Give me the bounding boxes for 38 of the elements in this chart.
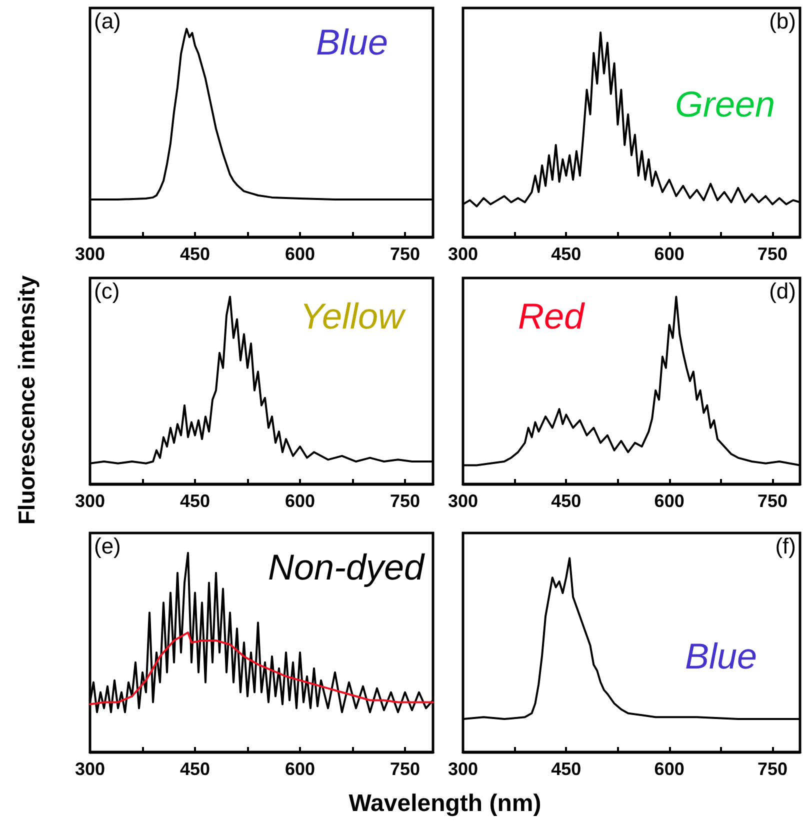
annotation: (a) [94,8,121,34]
x-tick-label: 300 [448,244,478,264]
x-tick-label: 450 [551,491,582,511]
annotation: (e) [94,534,121,558]
x-tick-label: 450 [180,491,210,511]
x-axis-title: Wavelength (nm) [348,790,542,818]
x-tick-label: 600 [654,244,684,264]
x-tick-label: 750 [390,491,420,511]
x-tick-label: 450 [180,759,210,779]
annotation: Blue [684,636,758,676]
x-tick-label: 300 [448,491,478,511]
x-tick-label: 300 [74,491,106,511]
annotation: Non-dyed [268,546,426,588]
x-tick-label: 450 [551,759,582,779]
x-tick-label: 450 [180,244,210,264]
annotation: Red [518,296,585,336]
annotation: (d) [769,278,796,304]
x-tick-label: 600 [654,759,684,779]
annotation: (f) [775,534,796,558]
x-tick-label: 300 [74,759,106,779]
x-tick-label: 450 [551,244,582,264]
annotation: (b) [769,8,796,34]
x-tick-label: 300 [448,759,478,779]
y-axis-title: Fluorescence intensity [14,275,40,525]
annotation: Blue [316,22,388,62]
annotation: Green [674,84,776,124]
x-tick-label: 600 [284,244,316,264]
x-tick-label: 750 [757,491,788,511]
x-tick-label: 750 [757,244,788,264]
x-tick-label: 300 [74,244,106,264]
annotation: (c) [94,278,120,304]
x-tick-label: 600 [284,759,316,779]
annotation: Yellow [300,296,406,336]
x-tick-label: 600 [654,491,684,511]
x-tick-label: 600 [284,491,316,511]
x-tick-label: 750 [390,244,420,264]
x-tick-label: 750 [390,759,420,779]
x-tick-label: 750 [757,759,788,779]
